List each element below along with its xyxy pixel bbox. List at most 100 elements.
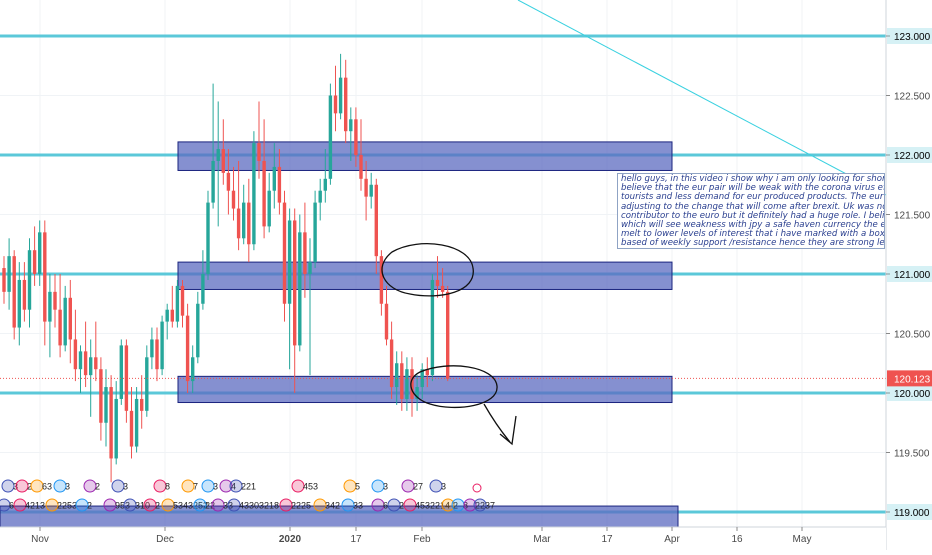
event-marker-icon[interactable] (1, 479, 15, 493)
event-marker-icon[interactable] (429, 479, 443, 493)
event-marker-icon[interactable] (111, 479, 125, 493)
event-marker-icon[interactable] (313, 498, 327, 512)
event-marker-icon[interactable] (279, 498, 293, 512)
candle-body[interactable] (298, 232, 302, 346)
candle-body[interactable] (303, 232, 307, 274)
candle-body[interactable] (293, 220, 297, 346)
event-marker-icon[interactable] (45, 498, 59, 512)
drawn-circle-annotation[interactable] (410, 365, 498, 409)
event-marker-icon[interactable] (201, 479, 215, 493)
candle-body[interactable] (22, 279, 27, 310)
candle-body[interactable] (430, 279, 435, 376)
candle-body[interactable] (17, 279, 21, 328)
drawn-circle-annotation[interactable] (381, 243, 474, 297)
event-marker-icon[interactable] (371, 498, 385, 512)
candle-body[interactable] (395, 363, 399, 388)
candle-body[interactable] (104, 387, 108, 423)
candle-body[interactable] (196, 303, 200, 358)
candle-body[interactable] (53, 291, 57, 310)
candle-body[interactable] (7, 256, 11, 292)
candle-body[interactable] (160, 321, 164, 370)
event-marker-icon[interactable] (229, 479, 243, 493)
event-marker-icon[interactable] (403, 498, 417, 512)
candle-body[interactable] (369, 184, 373, 197)
candle-body[interactable] (287, 220, 292, 304)
trend-line[interactable] (517, 0, 887, 196)
event-marker-icon[interactable] (341, 498, 355, 512)
candle-body[interactable] (308, 262, 312, 274)
drawn-arrow-annotation[interactable] (483, 403, 517, 446)
candle-body[interactable] (277, 166, 282, 203)
event-marker-icon[interactable] (181, 479, 195, 493)
candle-body[interactable] (211, 160, 215, 203)
candle-body[interactable] (155, 339, 159, 370)
candle-body[interactable] (405, 369, 409, 399)
candle-body[interactable] (32, 250, 37, 274)
candle-body[interactable] (43, 232, 47, 322)
candle-body[interactable] (242, 202, 246, 239)
candle-body[interactable] (114, 398, 118, 459)
current-price-badge[interactable] (887, 370, 932, 387)
event-marker-icon[interactable] (123, 498, 137, 512)
candle-body[interactable] (262, 160, 266, 227)
candle-body[interactable] (384, 303, 389, 340)
candle-body[interactable] (206, 202, 210, 274)
candle-body[interactable] (415, 387, 419, 399)
event-marker-icon[interactable] (211, 498, 225, 512)
candle-body[interactable] (180, 285, 185, 316)
candle-body[interactable] (236, 208, 241, 239)
candle-body[interactable] (389, 339, 394, 388)
candle-body[interactable] (257, 143, 261, 161)
event-marker-icon[interactable] (53, 479, 67, 493)
candle-body[interactable] (140, 398, 144, 411)
candle-body[interactable] (344, 77, 348, 132)
event-marker-icon[interactable] (75, 498, 89, 512)
event-marker-icon[interactable] (103, 498, 117, 512)
event-marker-icon[interactable] (401, 479, 415, 493)
support-resistance-zone[interactable] (177, 261, 673, 290)
event-marker-icon[interactable] (30, 479, 44, 493)
candle-body[interactable] (58, 309, 62, 346)
candle-body[interactable] (221, 149, 225, 173)
event-marker-icon[interactable] (441, 498, 455, 512)
candle-body[interactable] (2, 268, 6, 292)
candle-body[interactable] (99, 369, 103, 423)
candle-body[interactable] (216, 149, 220, 161)
candle-body[interactable] (12, 256, 16, 328)
candle-body[interactable] (410, 369, 414, 399)
candle-body[interactable] (231, 190, 236, 209)
candle-body[interactable] (354, 119, 358, 155)
candle-body[interactable] (48, 291, 52, 322)
event-marker-icon[interactable] (219, 479, 233, 493)
candle-body[interactable] (145, 357, 149, 411)
event-marker-icon[interactable] (83, 479, 97, 493)
candle-body[interactable] (63, 297, 67, 346)
support-resistance-zone[interactable] (177, 141, 673, 171)
event-marker-icon[interactable] (15, 479, 29, 493)
candle-body[interactable] (68, 297, 72, 340)
candle-body[interactable] (89, 357, 93, 376)
event-marker-icon[interactable] (473, 498, 487, 512)
event-marker-icon[interactable] (161, 498, 175, 512)
candle-body[interactable] (359, 155, 363, 179)
candle-body[interactable] (282, 202, 287, 304)
candle-body[interactable] (313, 202, 317, 263)
candle-body[interactable] (185, 315, 190, 382)
candle-body[interactable] (338, 77, 343, 114)
event-marker-icon[interactable] (387, 498, 401, 512)
candle-body[interactable] (364, 178, 368, 197)
candle-body[interactable] (83, 351, 88, 376)
event-marker-icon[interactable] (143, 498, 157, 512)
event-marker-icon[interactable] (371, 479, 385, 493)
candle-body[interactable] (78, 351, 83, 370)
candle-body[interactable] (333, 95, 338, 114)
event-marker-icon[interactable] (193, 498, 207, 512)
candle-body[interactable] (374, 184, 378, 257)
candle-body[interactable] (435, 279, 440, 286)
candle-body[interactable] (170, 309, 174, 322)
event-marker-icon[interactable] (463, 498, 477, 512)
candle-body[interactable] (165, 309, 169, 322)
support-resistance-zone[interactable] (177, 375, 673, 404)
